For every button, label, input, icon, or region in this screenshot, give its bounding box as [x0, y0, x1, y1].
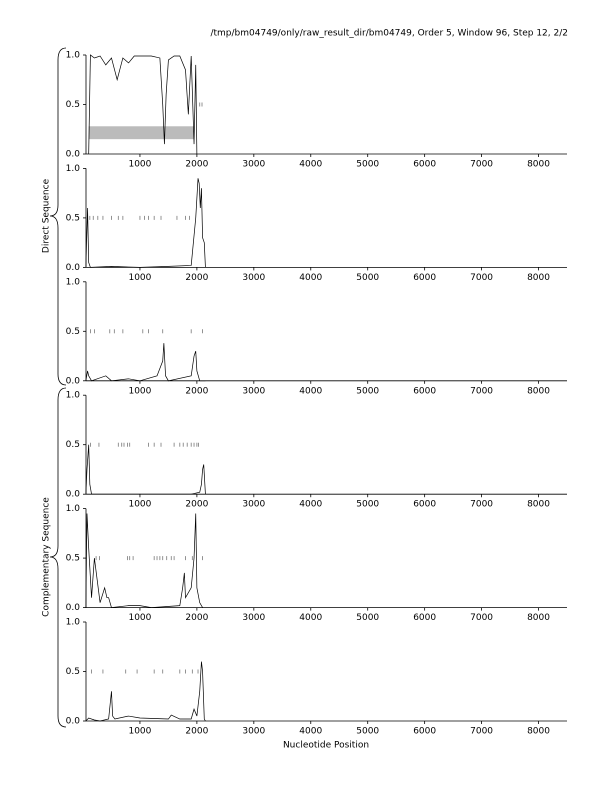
x-tick-label: 5000 [356, 160, 379, 170]
y-tick-label: 0.0 [66, 603, 81, 613]
x-tick-label: 6000 [413, 500, 436, 510]
x-tick-label: 8000 [527, 160, 550, 170]
x-tick-label: 3000 [242, 500, 265, 510]
y-tick-label: 0.0 [66, 376, 81, 386]
x-tick-label: 8000 [527, 500, 550, 510]
x-tick-label: 6000 [413, 160, 436, 170]
x-tick-label: 4000 [299, 613, 322, 623]
line [88, 54, 198, 155]
y-tick-label: 1.0 [66, 618, 81, 628]
x-axis-title: Nucleotide Position [283, 741, 369, 751]
x-tick-label: 3000 [242, 273, 265, 283]
x-tick-label: 2000 [185, 727, 208, 737]
x-tick-label: 3000 [242, 386, 265, 396]
y-tick-label: 0.5 [66, 213, 80, 223]
brace [49, 387, 67, 728]
x-tick-label: 5000 [356, 727, 379, 737]
x-tick-label: 3000 [242, 160, 265, 170]
x-tick-label: 4000 [299, 500, 322, 510]
x-tick-label: 5000 [356, 273, 379, 283]
x-tick-label: 6000 [413, 727, 436, 737]
line [85, 513, 203, 608]
y-tick-label: 0.0 [66, 717, 81, 727]
x-tick-label: 6000 [413, 273, 436, 283]
line [85, 661, 206, 722]
x-tick-label: 6000 [413, 386, 436, 396]
y-tick-label: 0.5 [66, 667, 80, 677]
y-tick-label: 0.0 [66, 263, 81, 273]
x-tick-label: 2000 [185, 613, 208, 623]
x-tick-label: 3000 [242, 613, 265, 623]
y-tick-label: 1.0 [66, 164, 81, 174]
y-tick-label: 0.5 [66, 554, 80, 564]
x-tick-label: 6000 [413, 613, 436, 623]
line [85, 343, 206, 382]
x-tick-label: 2000 [185, 386, 208, 396]
region [88, 126, 195, 140]
x-tick-label: 5000 [356, 613, 379, 623]
x-tick-label: 5000 [356, 500, 379, 510]
x-tick-label: 3000 [242, 727, 265, 737]
x-tick-label: 4000 [299, 386, 322, 396]
x-tick-label: 7000 [470, 500, 493, 510]
x-tick-label: 2000 [185, 160, 208, 170]
y-tick-label: 0.5 [66, 440, 80, 450]
y-tick-label: 1.0 [66, 277, 81, 287]
x-tick-label: 7000 [470, 727, 493, 737]
x-tick-label: 4000 [299, 273, 322, 283]
y-tick-label: 1.0 [66, 51, 81, 61]
x-tick-label: 7000 [470, 613, 493, 623]
x-tick-label: 7000 [470, 273, 493, 283]
y-tick-label: 0.5 [66, 327, 80, 337]
y-tick-label: 0.0 [66, 150, 81, 160]
line [85, 444, 206, 495]
y-tick-label: 0.0 [66, 490, 81, 500]
brace [49, 47, 67, 386]
group-label: Complementary Sequence [42, 497, 52, 617]
x-tick-label: 1000 [128, 273, 151, 283]
x-tick-label: 1000 [128, 386, 151, 396]
x-tick-label: 8000 [527, 727, 550, 737]
x-tick-label: 1000 [128, 727, 151, 737]
y-tick-label: 1.0 [66, 391, 81, 401]
line [85, 178, 206, 268]
x-tick-label: 8000 [527, 386, 550, 396]
page-title: /tmp/bm04749/only/raw_result_dir/bm04749… [210, 29, 568, 39]
x-tick-label: 2000 [185, 500, 208, 510]
x-tick-label: 1000 [128, 160, 151, 170]
y-tick-label: 0.5 [66, 100, 80, 110]
y-tick-label: 1.0 [66, 504, 81, 514]
x-tick-label: 7000 [470, 160, 493, 170]
x-tick-label: 1000 [128, 613, 151, 623]
x-tick-label: 2000 [185, 273, 208, 283]
group-label: Direct Sequence [42, 178, 52, 253]
x-tick-label: 5000 [356, 386, 379, 396]
x-tick-label: 4000 [299, 727, 322, 737]
x-tick-label: 4000 [299, 160, 322, 170]
x-tick-label: 1000 [128, 500, 151, 510]
x-tick-label: 8000 [527, 613, 550, 623]
x-tick-label: 7000 [470, 386, 493, 396]
x-tick-label: 8000 [527, 273, 550, 283]
